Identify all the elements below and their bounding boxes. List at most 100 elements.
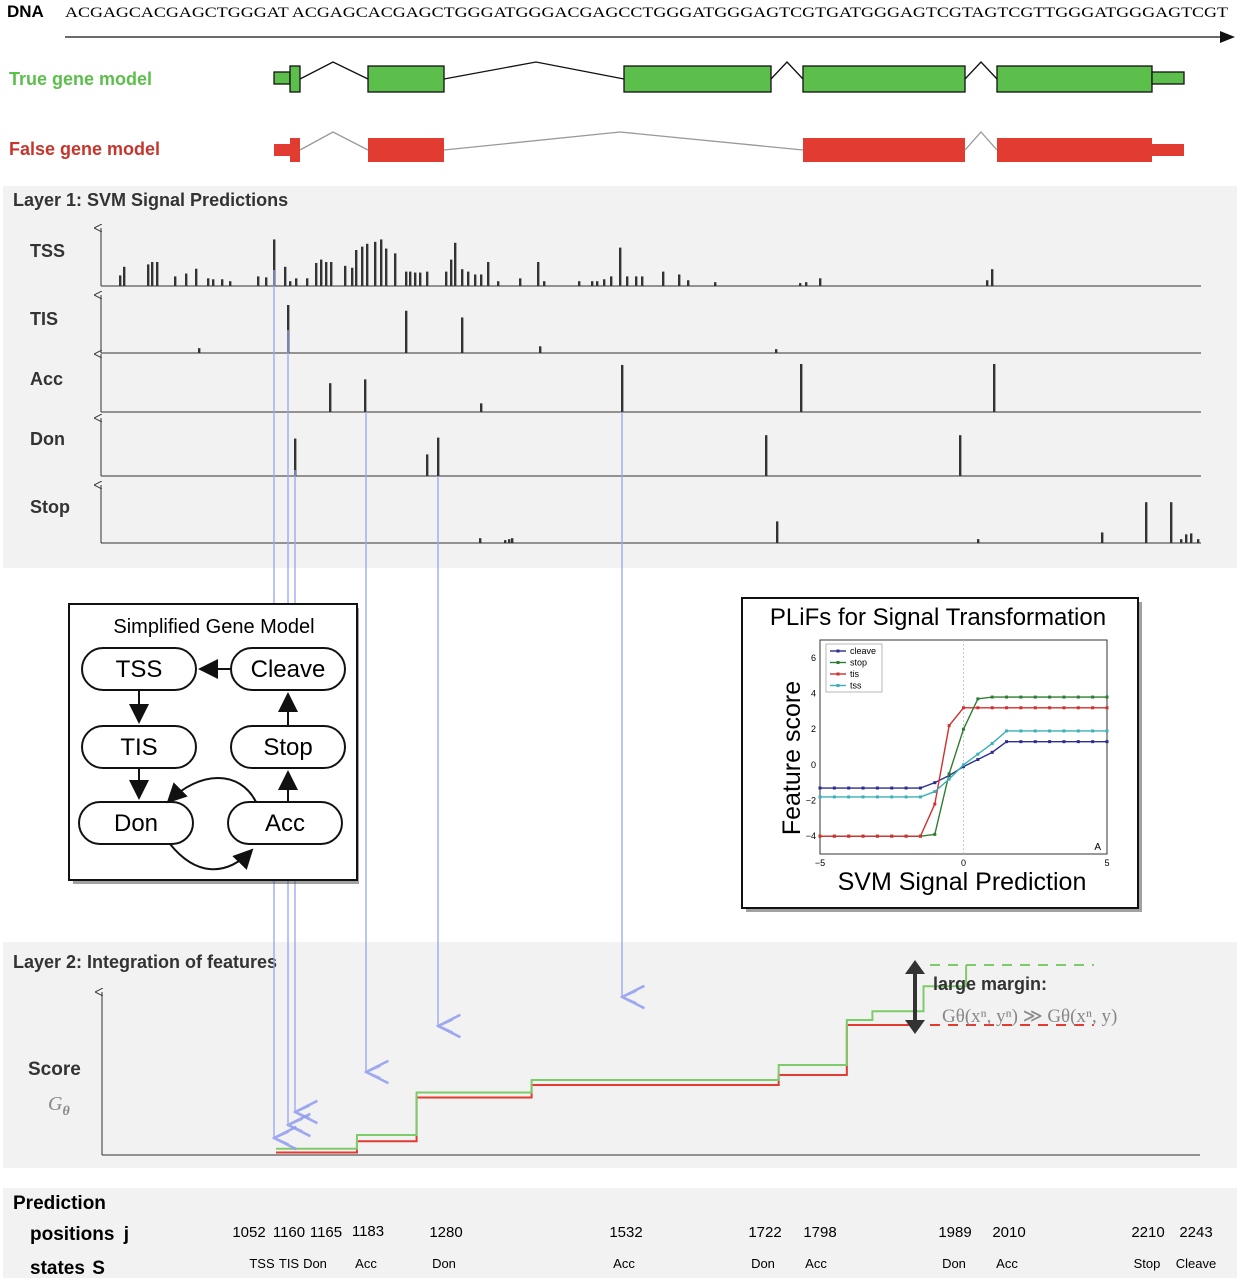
plif-point-tis <box>1105 706 1109 710</box>
plif-point-stop <box>947 772 951 776</box>
plif-point-tss <box>1048 729 1052 733</box>
plif-point-tss <box>947 777 951 781</box>
signal-bar <box>487 262 490 286</box>
plif-point-tss <box>890 795 894 799</box>
signal-bar <box>543 281 546 286</box>
plif-point-tis <box>976 706 980 710</box>
signal-bar <box>480 403 483 412</box>
plif-point-stop <box>1105 695 1109 699</box>
plif-point-cleave <box>1062 740 1066 744</box>
plif-point-cleave <box>1091 740 1095 744</box>
signal-bar <box>207 278 210 286</box>
signal-bar <box>596 281 599 286</box>
plif-point-cleave <box>890 786 894 790</box>
edge-acc-don <box>166 777 257 804</box>
signal-bar <box>294 438 297 476</box>
margin-formula: Gθ(xⁿ, yⁿ) ≫ Gθ(xⁿ, y) <box>942 1006 1117 1027</box>
signal-tracks: TSS TIS Acc Don Stop <box>30 228 1201 544</box>
signal-bar <box>461 317 464 353</box>
signal-bar <box>364 379 367 412</box>
true-gene-model <box>273 61 1185 93</box>
false-intron-1 <box>299 131 369 151</box>
plif-xlabel: SVM Signal Prediction <box>838 868 1087 896</box>
true-intron-2 <box>443 61 625 80</box>
signal-bar <box>537 262 540 286</box>
plif-point-stop <box>933 832 937 836</box>
plif-point-stop <box>990 695 994 699</box>
signal-bar <box>405 310 408 353</box>
plif-point-cleave <box>990 750 994 754</box>
margin-arrow-bottom <box>905 1020 925 1034</box>
position-value: 1532 <box>609 1224 642 1241</box>
signal-bar <box>1145 502 1148 543</box>
plif-point-tss <box>976 752 980 756</box>
signal-bar <box>662 271 665 286</box>
false-utr-3 <box>1152 144 1184 156</box>
signal-bar <box>678 274 681 286</box>
signal-bar <box>578 281 581 286</box>
plif-point-stop <box>1062 695 1066 699</box>
plif-point-stop <box>1076 695 1080 699</box>
signal-bar <box>1185 534 1188 543</box>
score-label: Score <box>28 1059 81 1080</box>
signal-bar <box>480 274 483 286</box>
position-value: 1722 <box>748 1224 781 1241</box>
track-label: Acc <box>30 369 63 389</box>
signal-bar <box>603 279 606 286</box>
plif-point-tis <box>918 834 922 838</box>
plif-ytick: −4 <box>806 831 816 841</box>
state-acc <box>227 801 343 845</box>
true-intron-4 <box>964 61 998 80</box>
signal-bar <box>1190 533 1193 543</box>
track-label: Don <box>30 429 65 449</box>
score-symbol: Gθ <box>48 1093 70 1119</box>
plif-xtick: −5 <box>815 858 825 868</box>
layer2-title: Layer 2: Integration of features <box>13 952 277 972</box>
plif-xtick: 0 <box>961 858 966 868</box>
signal-bar <box>619 247 622 286</box>
prediction-title: Prediction <box>13 1193 106 1214</box>
position-value: 1160 <box>273 1224 305 1241</box>
signal-bar <box>1170 502 1173 543</box>
plif-point-cleave <box>875 786 879 790</box>
signal-bar <box>993 364 996 412</box>
signal-bar <box>320 259 323 286</box>
plif-corner-label: A <box>1094 842 1101 853</box>
signal-bar <box>461 269 464 286</box>
true-exon-3 <box>623 65 772 93</box>
states-label: states S <box>30 1258 105 1279</box>
plif-point-tis <box>947 724 951 728</box>
plif-point-tis <box>875 834 879 838</box>
plif-point-tis <box>1076 706 1080 710</box>
plif-chart-box: PLiFs for Signal Transformation SVM Sign… <box>741 597 1142 912</box>
plif-point-tss <box>818 795 822 799</box>
signal-bar <box>508 539 511 543</box>
signal-bar <box>151 262 154 286</box>
signal-bar <box>325 262 328 286</box>
signal-bar <box>1180 539 1183 543</box>
state-cleave-label: Cleave <box>251 656 326 683</box>
plif-point-stop <box>1019 695 1023 699</box>
false-utr-5 <box>274 144 290 156</box>
margin-arrow-top <box>905 960 925 974</box>
state-don <box>78 801 194 845</box>
state-don-label: Don <box>114 810 158 837</box>
signal-bar <box>212 279 215 286</box>
dna-axis-arrowhead <box>1220 31 1235 43</box>
signal-bar <box>591 281 594 286</box>
true-exon-5 <box>996 65 1153 93</box>
signal-bar <box>119 275 122 286</box>
signal-bar <box>986 280 989 286</box>
plif-point-tss <box>1091 729 1095 733</box>
signal-bar <box>419 272 422 286</box>
signal-bar <box>221 279 224 286</box>
plif-ytick: −2 <box>806 796 816 806</box>
plif-point-tss <box>875 795 879 799</box>
plif-point-stop <box>976 697 980 701</box>
signal-bar <box>437 437 440 476</box>
plif-xtick: 5 <box>1104 858 1109 868</box>
signal-bar <box>414 272 417 286</box>
true-gene-model-label: True gene model <box>9 69 152 89</box>
state-acc-label: Acc <box>265 810 305 837</box>
